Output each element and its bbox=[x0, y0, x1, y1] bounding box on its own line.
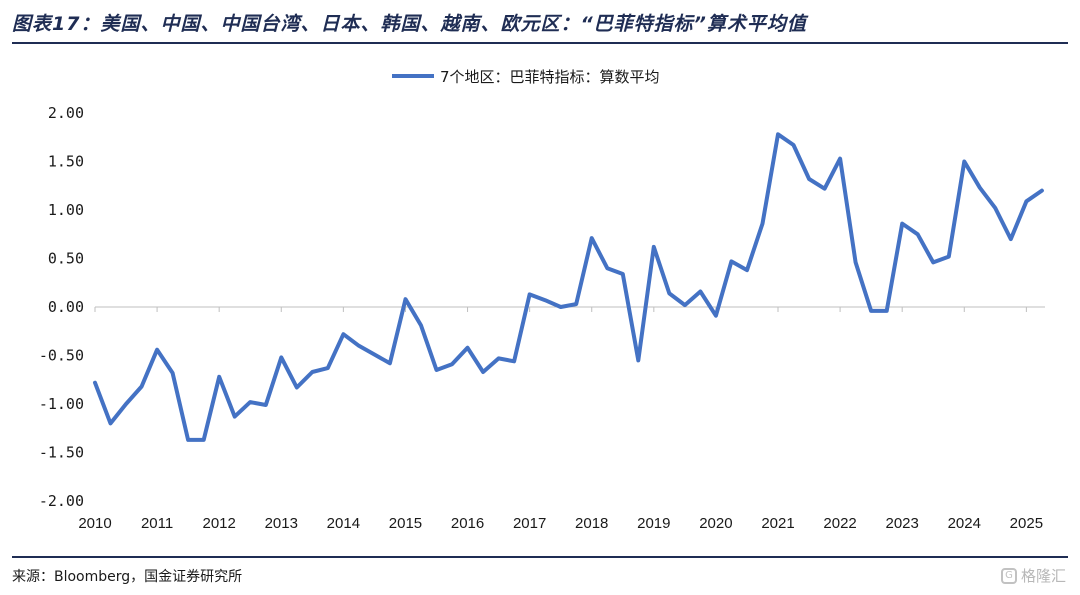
x-tick-label: 2018 bbox=[575, 515, 608, 532]
x-tick-label: 2024 bbox=[948, 515, 981, 532]
legend: 7个地区：巴菲特指标：算数平均 bbox=[392, 68, 660, 86]
y-tick-label: 2.00 bbox=[48, 104, 84, 122]
x-tick-label: 2010 bbox=[78, 515, 111, 532]
x-tick-label: 2020 bbox=[699, 515, 732, 532]
y-tick-label: -1.00 bbox=[39, 395, 84, 413]
series-line bbox=[93, 132, 1044, 442]
legend-label: 7个地区：巴菲特指标：算数平均 bbox=[440, 68, 660, 86]
watermark-logo-icon: G bbox=[1000, 567, 1017, 584]
y-tick-label: -2.00 bbox=[39, 492, 84, 510]
y-axis: 2.00 1.50 1.00 0.50 0.00 -0.50 -1.00 -1.50 -2.00 bbox=[39, 104, 84, 510]
y-tick-label: 1.50 bbox=[48, 153, 84, 171]
series-layer bbox=[93, 132, 1044, 442]
y-tick-label: 1.00 bbox=[48, 201, 84, 219]
x-tick-label: 2025 bbox=[1010, 515, 1043, 532]
x-tick-label: 2012 bbox=[202, 515, 235, 532]
y-tick-label: 0.00 bbox=[48, 298, 84, 316]
x-tick-label: 2013 bbox=[265, 515, 298, 532]
watermark: G 格隆汇 bbox=[1000, 565, 1066, 586]
x-tick-label: 2011 bbox=[141, 515, 173, 532]
y-tick-label: -0.50 bbox=[39, 347, 84, 365]
x-tick-label: 2015 bbox=[389, 515, 422, 532]
x-tick-label: 2023 bbox=[886, 515, 919, 532]
x-tick-label: 2022 bbox=[823, 515, 856, 532]
source-note: 来源：Bloomberg，国金证券研究所 bbox=[12, 569, 243, 585]
title-rule bbox=[12, 42, 1068, 44]
x-tick-label: 2016 bbox=[451, 515, 484, 532]
watermark-text: 格隆汇 bbox=[1020, 567, 1066, 585]
x-tick-label: 2019 bbox=[637, 515, 670, 532]
y-tick-label: 0.50 bbox=[48, 250, 84, 268]
x-axis: 2010 2011 2012 2013 2014 2015 2016 2017 2018 2019… bbox=[78, 306, 1045, 532]
x-tick-label: 2021 bbox=[761, 515, 794, 532]
x-tick-label: 2017 bbox=[513, 515, 546, 532]
x-tick-label: 2014 bbox=[327, 515, 360, 532]
page-title: 图表17：美国、中国、中国台湾、日本、韩国、越南、欧元区：“巴菲特指标”算术平均… bbox=[12, 13, 807, 35]
y-tick-label: -1.50 bbox=[39, 444, 84, 462]
footer-rule bbox=[12, 556, 1068, 558]
